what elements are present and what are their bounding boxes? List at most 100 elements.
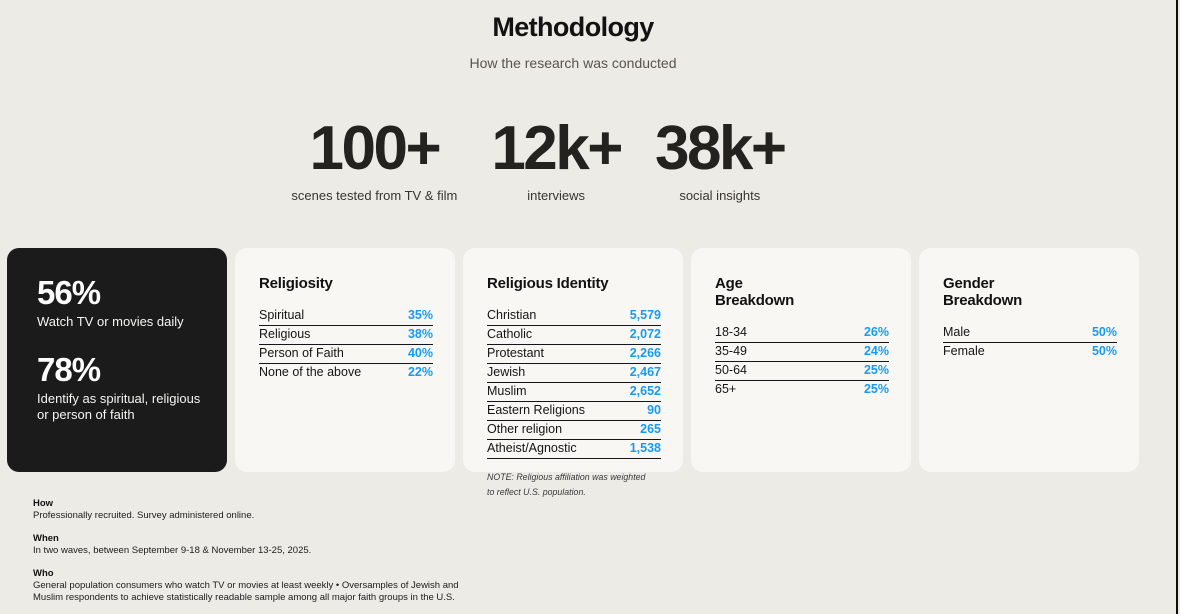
footer-heading: When [33,533,59,544]
religiosity-card: Religiosity Spiritual 35% Religious 38% … [235,248,455,472]
row-value: 1,538 [629,441,661,455]
gender-breakdown-card: Gender Breakdown Male 50% Female 50% [919,248,1139,472]
footer-section-how: How Professionally recruited. Survey adm… [33,498,463,522]
table-row: Female 50% [943,343,1117,361]
row-label: None of the above [259,365,362,379]
row-label: Male [943,325,971,339]
page-title: Methodology [492,12,654,42]
table-row: None of the above 22% [259,364,433,382]
row-label: Female [943,344,985,358]
table-row: Other religion 265 [487,421,661,440]
row-value: 5,579 [629,308,661,322]
row-label: 65+ [715,382,737,396]
footer-section-who: Who General population consumers who wat… [33,568,463,604]
row-value: 35% [407,308,433,322]
footer-heading: Who [33,568,54,579]
stat-scenes: 100+ scenes tested from TV & film [291,114,458,204]
row-label: 50-64 [715,363,747,377]
footer-text: Professionally recruited. Survey adminis… [33,510,255,521]
row-label: Protestant [487,346,544,360]
row-value: 25% [863,363,889,377]
row-label: Christian [487,308,537,322]
card-title: Religious Identity [487,275,661,292]
row-label: Spiritual [259,308,305,322]
table-row: Eastern Religions 90 [487,402,661,421]
row-label: Atheist/Agnostic [487,441,577,455]
highlight-value: 56% [37,274,101,311]
table-row: Person of Faith 40% [259,345,433,364]
row-value: 2,467 [629,365,661,379]
footer-text: General population consumers who watch T… [33,580,459,603]
row-value: 265 [640,422,661,436]
row-value: 24% [863,344,889,358]
row-label: Jewish [487,365,526,379]
methodology-details: How Professionally recruited. Survey adm… [33,498,463,604]
footer-heading: How [33,498,54,509]
card-title: Religiosity [259,275,433,292]
highlight-label: Identify as spiritual, religious or pers… [37,391,201,422]
stat-label: social insights [679,188,761,203]
table-row: Muslim 2,652 [487,383,661,402]
row-value: 26% [863,325,889,339]
stat-value: 100+ [309,114,442,183]
row-label: Muslim [487,384,527,398]
row-value: 2,266 [629,346,661,360]
table-row: Protestant 2,266 [487,345,661,364]
page-subtitle: How the research was conducted [469,55,677,71]
table-row: Spiritual 35% [259,307,433,326]
row-label: Person of Faith [259,346,344,360]
table-row: 18-34 26% [715,324,889,343]
stat-value: 38k+ [654,114,787,183]
card-title-line: Gender [943,275,995,292]
stat-value: 12k+ [491,114,623,183]
card-title-line: Breakdown [715,292,795,309]
age-breakdown-card: Age Breakdown 18-34 26% 35-49 24% 50-64 … [691,248,911,472]
highlight-item-tv-daily: 56% Watch TV or movies daily [37,274,203,330]
highlight-label: Watch TV or movies daily [37,314,184,329]
row-label: 18-34 [715,325,747,339]
table-row: Christian 5,579 [487,307,661,326]
footer-section-when: When In two waves, between September 9-1… [33,533,463,557]
stat-interviews: 12k+ interviews [491,114,623,204]
row-value: 25% [863,382,889,396]
stat-label: interviews [527,188,586,203]
row-value: 2,072 [629,327,661,341]
row-label: Catholic [487,327,533,341]
table-row: 50-64 25% [715,362,889,381]
card-title-line: Religiosity [259,275,333,292]
table-row: 65+ 25% [715,381,889,399]
card-title: Age Breakdown [715,275,889,309]
table-row: 35-49 24% [715,343,889,362]
row-value: 22% [407,365,433,379]
slide-header: Methodology How the research was conduct… [0,0,1146,71]
stat-label: scenes tested from TV & film [291,188,458,203]
card-title-line: Religious Identity [487,275,609,292]
row-value: 2,652 [629,384,661,398]
row-label: Other religion [487,422,563,436]
row-value: 40% [407,346,433,360]
table-row: Catholic 2,072 [487,326,661,345]
row-value: 50% [1091,344,1117,358]
row-label: Eastern Religions [487,403,585,417]
row-value: 50% [1091,325,1117,339]
religious-identity-card: Religious Identity Christian 5,579 Catho… [463,248,683,497]
table-row: Jewish 2,467 [487,364,661,383]
highlight-card: 56% Watch TV or movies daily 78% Identif… [7,248,227,472]
row-label: 35-49 [715,344,747,358]
row-value: 90 [647,403,661,417]
row-label: Religious [259,327,311,341]
card-title: Gender Breakdown [943,275,1117,309]
stat-social-insights: 38k+ social insights [654,114,787,204]
key-stats-row: 100+ scenes tested from TV & film 12k+ i… [0,114,1076,204]
table-row: Male 50% [943,324,1117,343]
row-value: 38% [407,327,433,341]
slide-boundary-line [1176,0,1178,614]
card-title-line: Breakdown [943,292,1023,309]
card-title-line: Age [715,275,743,292]
highlight-item-faith-identity: 78% Identify as spiritual, religious or … [37,351,203,423]
table-row: Atheist/Agnostic 1,538 [487,440,661,459]
footer-text: In two waves, between September 9-18 & N… [33,545,312,556]
cards-row: 56% Watch TV or movies daily 78% Identif… [7,248,1180,497]
weighting-note: NOTE: Religious affiliation was weighted… [487,472,646,497]
